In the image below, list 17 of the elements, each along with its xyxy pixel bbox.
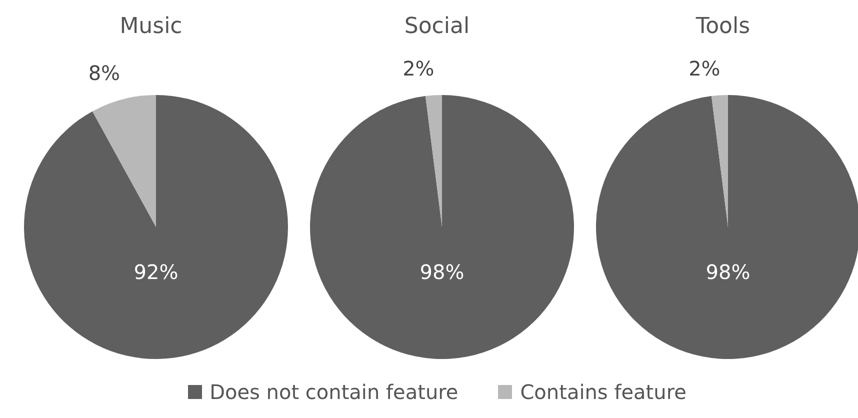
data-label: 2% bbox=[688, 56, 720, 80]
pie-slice bbox=[596, 95, 858, 359]
legend-label: Does not contain feature bbox=[210, 380, 458, 404]
chart-title: Tools bbox=[694, 14, 752, 39]
pie-slice bbox=[92, 95, 156, 227]
legend-label: Contains feature bbox=[520, 380, 686, 404]
data-label: 2% bbox=[402, 56, 434, 80]
data-label: 98% bbox=[706, 260, 750, 284]
data-label: 98% bbox=[420, 260, 464, 284]
pie-slice bbox=[24, 95, 288, 359]
data-label: 8% bbox=[88, 60, 120, 85]
chart-title: Social bbox=[403, 14, 471, 39]
chart-title: Music bbox=[118, 14, 184, 39]
pie-slice bbox=[310, 95, 574, 359]
pie-slice bbox=[711, 95, 728, 227]
pie-slice bbox=[425, 95, 442, 227]
data-label: 92% bbox=[134, 260, 178, 284]
